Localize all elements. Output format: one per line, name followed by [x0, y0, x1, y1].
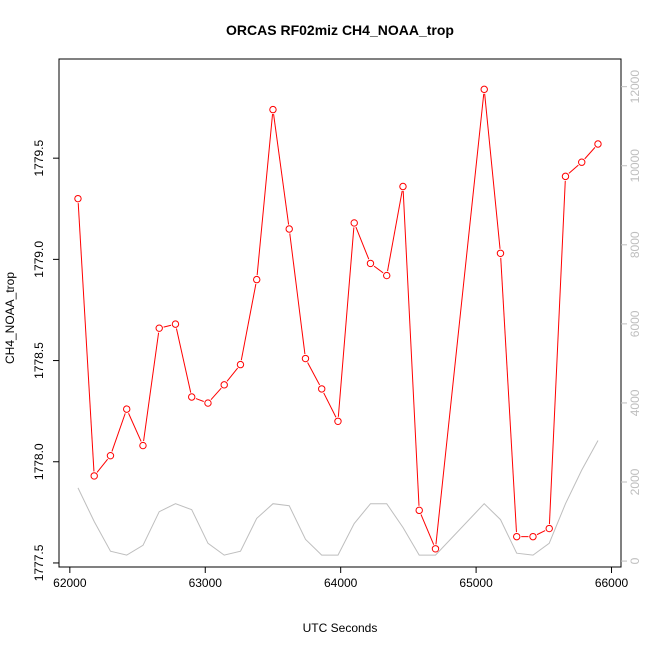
y-tick-label: 1778.0: [32, 443, 46, 480]
main-series-segment: [111, 413, 126, 452]
axes: 62000 63000 64000 65000 66000 1777.5 1778.0 177…: [32, 70, 642, 590]
main-series-segment: [387, 190, 403, 272]
main-series-segment: [289, 233, 306, 355]
main-series-segment: [210, 387, 222, 401]
data-point: [139, 441, 147, 450]
main-series-segment: [402, 190, 420, 506]
data-point: [415, 506, 423, 515]
main-series-segment: [373, 265, 384, 274]
data-point: [578, 158, 586, 166]
data-point: [204, 399, 212, 407]
main-series-segment: [175, 328, 192, 393]
main-series-segment: [500, 257, 517, 533]
main-series-segment: [273, 113, 290, 225]
main-series-segment: [256, 114, 274, 276]
data-point: [431, 545, 440, 553]
x-axis-label: UTC Seconds: [303, 621, 378, 635]
data-point: [513, 532, 521, 541]
data-point: [106, 451, 115, 460]
main-series-segment: [484, 93, 501, 249]
main-series-segment: [420, 514, 435, 545]
data-point: [171, 320, 180, 328]
y2-tick-label: 0: [628, 557, 642, 564]
y-tick-label: 1777.5: [32, 544, 46, 581]
data-point: [545, 524, 553, 533]
data-point: [350, 219, 358, 227]
main-series-segment: [548, 180, 566, 525]
secondary-series-line: [77, 440, 599, 556]
main-series-segment: [307, 362, 321, 386]
data-point: [236, 360, 245, 369]
data-point: [301, 354, 310, 363]
y2-tick-label: 8000: [628, 231, 642, 258]
data-point: [334, 417, 342, 425]
data-point: [220, 381, 228, 389]
data-point: [269, 105, 277, 114]
x-tick-label: 64000: [324, 576, 358, 590]
x-tick-label: 63000: [189, 576, 223, 590]
main-series-segment: [355, 226, 370, 260]
x-tick-label: 65000: [459, 576, 493, 590]
y2-tick-label: 2000: [628, 468, 642, 495]
main-series-segment: [96, 458, 109, 473]
data-point: [90, 472, 98, 480]
data-point: [561, 172, 570, 181]
main-series-segment: [226, 367, 239, 382]
main-series-segment: [163, 324, 172, 328]
y-tick-label: 1779.5: [32, 139, 46, 176]
x-tick-label: 66000: [595, 576, 629, 590]
y2-tick-label: 12000: [628, 70, 642, 104]
data-point: [123, 405, 131, 413]
data-point: [285, 225, 293, 233]
y-tick-label: 1778.5: [32, 342, 46, 379]
data-point: [594, 140, 602, 148]
y-axis-label: CH4_NOAA_trop: [3, 272, 17, 364]
data-point: [155, 324, 163, 332]
main-series-segment: [568, 164, 579, 174]
data-point: [74, 194, 82, 203]
main-series-segment: [128, 413, 142, 442]
data-point: [480, 85, 488, 94]
main-series-segment: [77, 203, 95, 472]
main-series-segment: [195, 398, 204, 402]
main-series-segment: [240, 283, 257, 361]
data-point: [529, 532, 537, 541]
main-series-segment: [435, 93, 485, 545]
data-point: [318, 385, 326, 393]
y2-tick-label: 6000: [628, 310, 642, 337]
main-series-segment: [143, 332, 160, 442]
main-series-segment: [337, 227, 355, 417]
y2-tick-label: 4000: [628, 389, 642, 416]
data-point: [366, 259, 375, 268]
data-point: [496, 249, 505, 257]
chart-title: ORCAS RF02miz CH4_NOAA_trop: [226, 22, 454, 38]
data-point: [253, 275, 261, 284]
main-series-segment: [584, 147, 596, 160]
main-series-segment: [323, 392, 337, 418]
x-tick-label: 62000: [53, 576, 87, 590]
data-point: [188, 393, 196, 401]
y2-tick-label: 10000: [628, 149, 642, 183]
data-point: [399, 182, 407, 191]
plot-frame: [58, 58, 622, 568]
main-series-segment: [536, 530, 546, 536]
y-tick-label: 1779.0: [32, 241, 46, 278]
data-point: [383, 271, 391, 280]
series-layer: [74, 85, 602, 556]
